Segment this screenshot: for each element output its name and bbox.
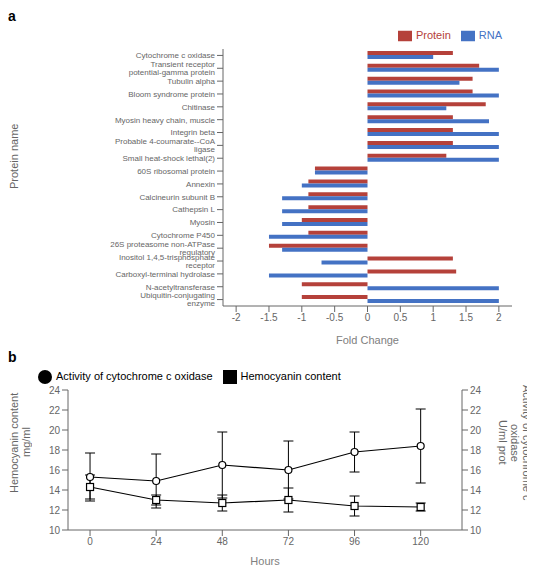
svg-text:20: 20 (49, 425, 61, 436)
svg-text:-1.5: -1.5 (260, 312, 278, 323)
svg-text:96: 96 (349, 536, 361, 547)
svg-text:16: 16 (470, 465, 482, 476)
svg-text:Fold Change: Fold Change (336, 334, 399, 346)
svg-text:Transient receptorpotential-ga: Transient receptorpotential-gamma protei… (129, 60, 216, 77)
svg-text:18: 18 (49, 445, 61, 456)
svg-text:14: 14 (49, 485, 61, 496)
svg-text:-2: -2 (232, 312, 241, 323)
svg-text:0: 0 (365, 312, 371, 323)
svg-text:22: 22 (470, 405, 482, 416)
svg-text:Myosin heavy chain, muscle: Myosin heavy chain, muscle (115, 116, 216, 125)
svg-text:Cathepsin L: Cathepsin L (172, 205, 215, 214)
svg-text:10: 10 (470, 525, 482, 536)
svg-text:120: 120 (412, 536, 429, 547)
svg-text:Myosin: Myosin (190, 218, 215, 227)
svg-text:48: 48 (217, 536, 229, 547)
svg-text:Small heat-shock lethal(2): Small heat-shock lethal(2) (123, 154, 216, 163)
svg-text:0.5: 0.5 (393, 312, 407, 323)
svg-text:N-acetyltransferase: N-acetyltransferase (146, 283, 216, 292)
svg-text:Hours: Hours (250, 555, 280, 567)
svg-text:1: 1 (430, 312, 436, 323)
svg-text:60S ribosomal protein: 60S ribosomal protein (137, 167, 215, 176)
svg-text:0: 0 (87, 536, 93, 547)
svg-text:10: 10 (49, 525, 61, 536)
svg-text:18: 18 (470, 445, 482, 456)
svg-text:Calcineurin subunit B: Calcineurin subunit B (139, 193, 215, 202)
svg-text:14: 14 (470, 485, 482, 496)
svg-text:1.5: 1.5 (459, 312, 473, 323)
svg-text:20: 20 (470, 425, 482, 436)
svg-text:Inositol 1,4,5-trisphosphatere: Inositol 1,4,5-trisphosphatereceptor (119, 253, 216, 270)
svg-text:72: 72 (283, 536, 295, 547)
svg-text:22: 22 (49, 405, 61, 416)
svg-text:Integrin beta: Integrin beta (171, 128, 216, 137)
svg-text:Carboxyl-terminal hydrolase: Carboxyl-terminal hydrolase (115, 270, 215, 279)
svg-text:12: 12 (49, 505, 61, 516)
svg-text:24: 24 (49, 385, 61, 396)
svg-text:2: 2 (496, 312, 502, 323)
svg-text:24: 24 (470, 385, 482, 396)
svg-text:12: 12 (470, 505, 482, 516)
svg-text:-1: -1 (297, 312, 306, 323)
svg-text:Chitinase: Chitinase (182, 103, 216, 112)
svg-text:Bloom syndrome protein: Bloom syndrome protein (128, 90, 215, 99)
svg-text:Annexin: Annexin (186, 180, 215, 189)
svg-text:24: 24 (151, 536, 163, 547)
svg-text:-0.5: -0.5 (326, 312, 344, 323)
svg-text:Tubulin alpha: Tubulin alpha (167, 77, 215, 86)
svg-text:Cytochrome P450: Cytochrome P450 (151, 231, 216, 240)
svg-text:16: 16 (49, 465, 61, 476)
svg-text:Cytochrome c oxidase: Cytochrome c oxidase (136, 51, 216, 60)
svg-text:Probable 4-coumarate--CoAligas: Probable 4-coumarate--CoAligase (115, 137, 216, 154)
svg-text:Ubiquitin-conjugatingenzyme: Ubiquitin-conjugatingenzyme (140, 291, 215, 308)
